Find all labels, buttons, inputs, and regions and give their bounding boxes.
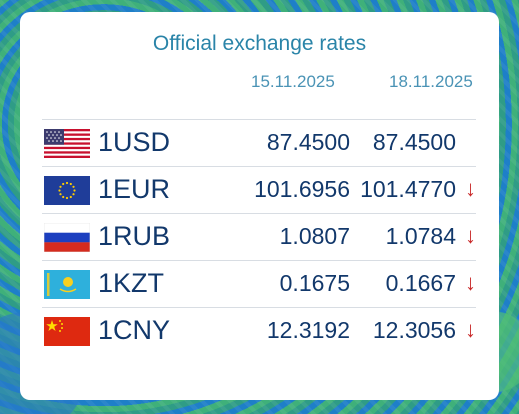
rate-row-eur: 1EUR 101.6956 101.4770 ↓ [42,166,476,214]
kz-flag-icon [44,270,90,299]
rate-date1: 101.6956 [254,176,350,202]
down-arrow-icon: ↓ [465,223,476,248]
rate-date2: 12.3056 [372,317,456,343]
rate-date1: 87.4500 [266,129,350,155]
eu-flag-icon [44,176,90,205]
cn-flag-icon [44,317,90,346]
currency-code: 1RUB [98,221,171,251]
currency-code: 1USD [98,127,171,157]
card-title: Official exchange rates [152,32,367,55]
down-arrow-icon: ↓ [465,317,476,342]
us-flag-icon [44,129,90,158]
rate-date1: 12.3192 [266,317,350,343]
rate-row-kzt: 1KZT 0.1675 0.1667 ↓ [42,260,476,308]
rate-date2: 101.4770 [360,176,456,202]
currency-code: 1EUR [98,174,171,204]
rate-date1: 0.1675 [279,270,350,296]
down-arrow-icon: ↓ [465,270,476,295]
rate-row-rub: 1RUB 1.0807 1.0784 ↓ [42,213,476,261]
rate-date2: 0.1667 [385,270,456,296]
date-column-2: 18.11.2025 [389,72,473,91]
currency-code: 1KZT [98,268,165,298]
exchange-rates-card: Official exchange rates 15.11.2025 18.11… [20,12,499,400]
rate-date2: 87.4500 [372,129,456,155]
rate-date1: 1.0807 [279,223,350,249]
rate-row-cny: 1CNY 12.3192 12.3056 ↓ [42,307,476,355]
ru-flag-icon [44,223,90,252]
down-arrow-icon: ↓ [465,176,476,201]
date-column-1: 15.11.2025 [251,72,335,91]
rate-row-usd: 1USD 87.4500 87.4500 [42,119,476,167]
rate-date2: 1.0784 [385,223,456,249]
currency-code: 1CNY [98,315,171,345]
